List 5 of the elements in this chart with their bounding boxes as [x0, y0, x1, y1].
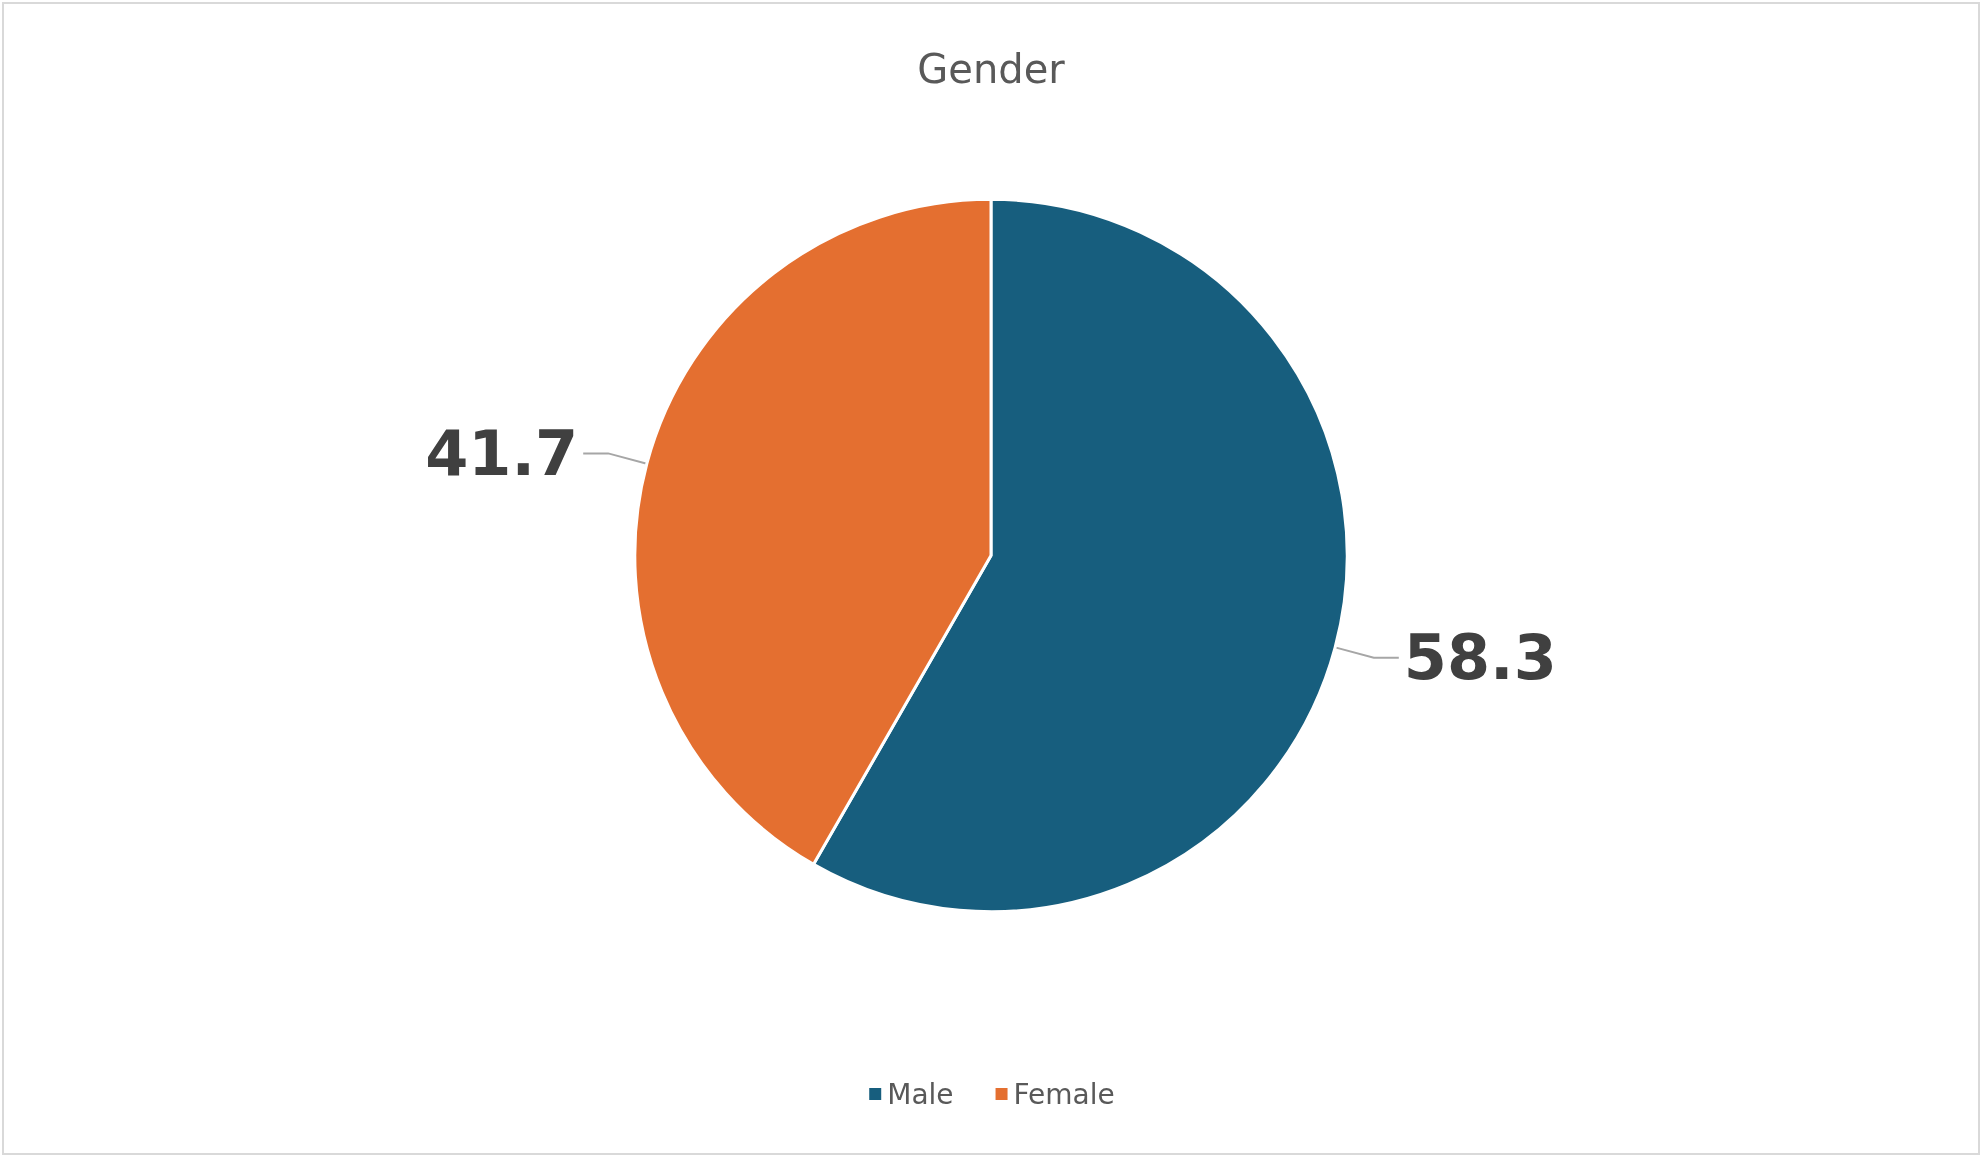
data-label: 58.3	[1403, 621, 1557, 695]
data-label: 41.7	[425, 416, 579, 490]
legend-label: Male	[887, 1077, 954, 1111]
legend-label: Female	[1013, 1077, 1115, 1111]
chart-title: Gender	[917, 46, 1066, 92]
